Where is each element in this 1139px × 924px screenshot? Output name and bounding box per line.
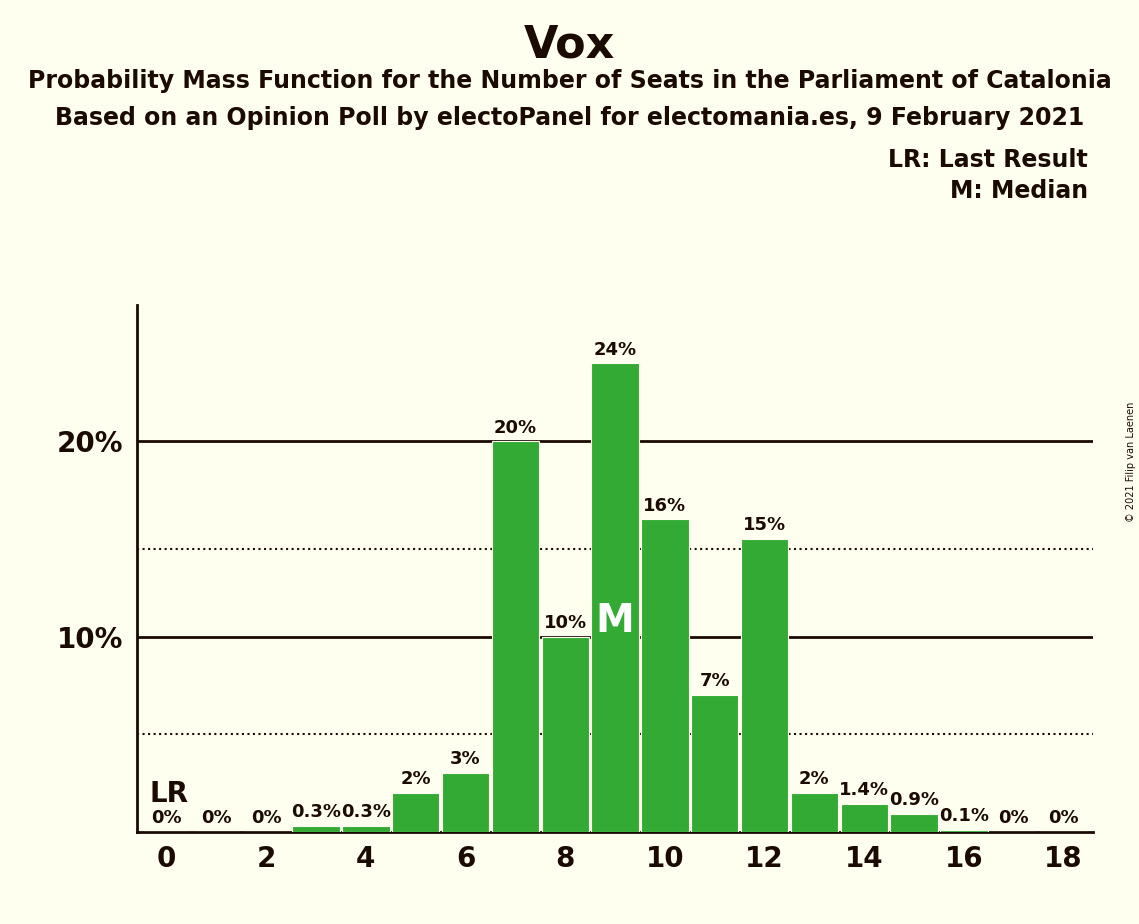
Text: 0.9%: 0.9%	[890, 791, 939, 809]
Bar	[492, 442, 539, 832]
Text: 1.4%: 1.4%	[839, 782, 890, 799]
Text: M: Median: M: Median	[950, 179, 1088, 203]
Text: 0%: 0%	[251, 808, 281, 827]
Bar	[891, 814, 937, 832]
Text: 0%: 0%	[1048, 808, 1079, 827]
Bar	[740, 539, 788, 832]
Text: 7%: 7%	[699, 672, 730, 690]
Bar	[392, 793, 440, 832]
Text: 15%: 15%	[743, 517, 786, 534]
Text: 16%: 16%	[644, 496, 687, 515]
Text: 0.3%: 0.3%	[292, 803, 341, 821]
Bar	[841, 804, 888, 832]
Text: LR: Last Result: LR: Last Result	[888, 148, 1088, 172]
Bar	[293, 826, 339, 832]
Text: 3%: 3%	[450, 750, 481, 768]
Text: M: M	[596, 602, 634, 640]
Text: 0.3%: 0.3%	[341, 803, 391, 821]
Bar	[591, 363, 639, 832]
Text: 10%: 10%	[543, 614, 587, 632]
Text: © 2021 Filip van Laenen: © 2021 Filip van Laenen	[1126, 402, 1136, 522]
Text: LR: LR	[149, 780, 188, 808]
Text: 0.1%: 0.1%	[939, 807, 989, 825]
Bar	[790, 793, 838, 832]
Bar	[442, 773, 490, 832]
Text: 2%: 2%	[401, 770, 431, 787]
Bar	[641, 519, 689, 832]
Bar	[342, 826, 390, 832]
Bar	[541, 637, 589, 832]
Text: 2%: 2%	[800, 770, 829, 787]
Text: 20%: 20%	[494, 419, 536, 437]
Text: 0%: 0%	[151, 808, 182, 827]
Text: Vox: Vox	[524, 23, 615, 67]
Text: 0%: 0%	[999, 808, 1029, 827]
Text: Based on an Opinion Poll by electoPanel for electomania.es, 9 February 2021: Based on an Opinion Poll by electoPanel …	[55, 106, 1084, 130]
Text: Probability Mass Function for the Number of Seats in the Parliament of Catalonia: Probability Mass Function for the Number…	[27, 69, 1112, 93]
Text: 24%: 24%	[593, 341, 637, 359]
Bar	[940, 830, 988, 832]
Text: 0%: 0%	[202, 808, 231, 827]
Bar	[691, 695, 738, 832]
